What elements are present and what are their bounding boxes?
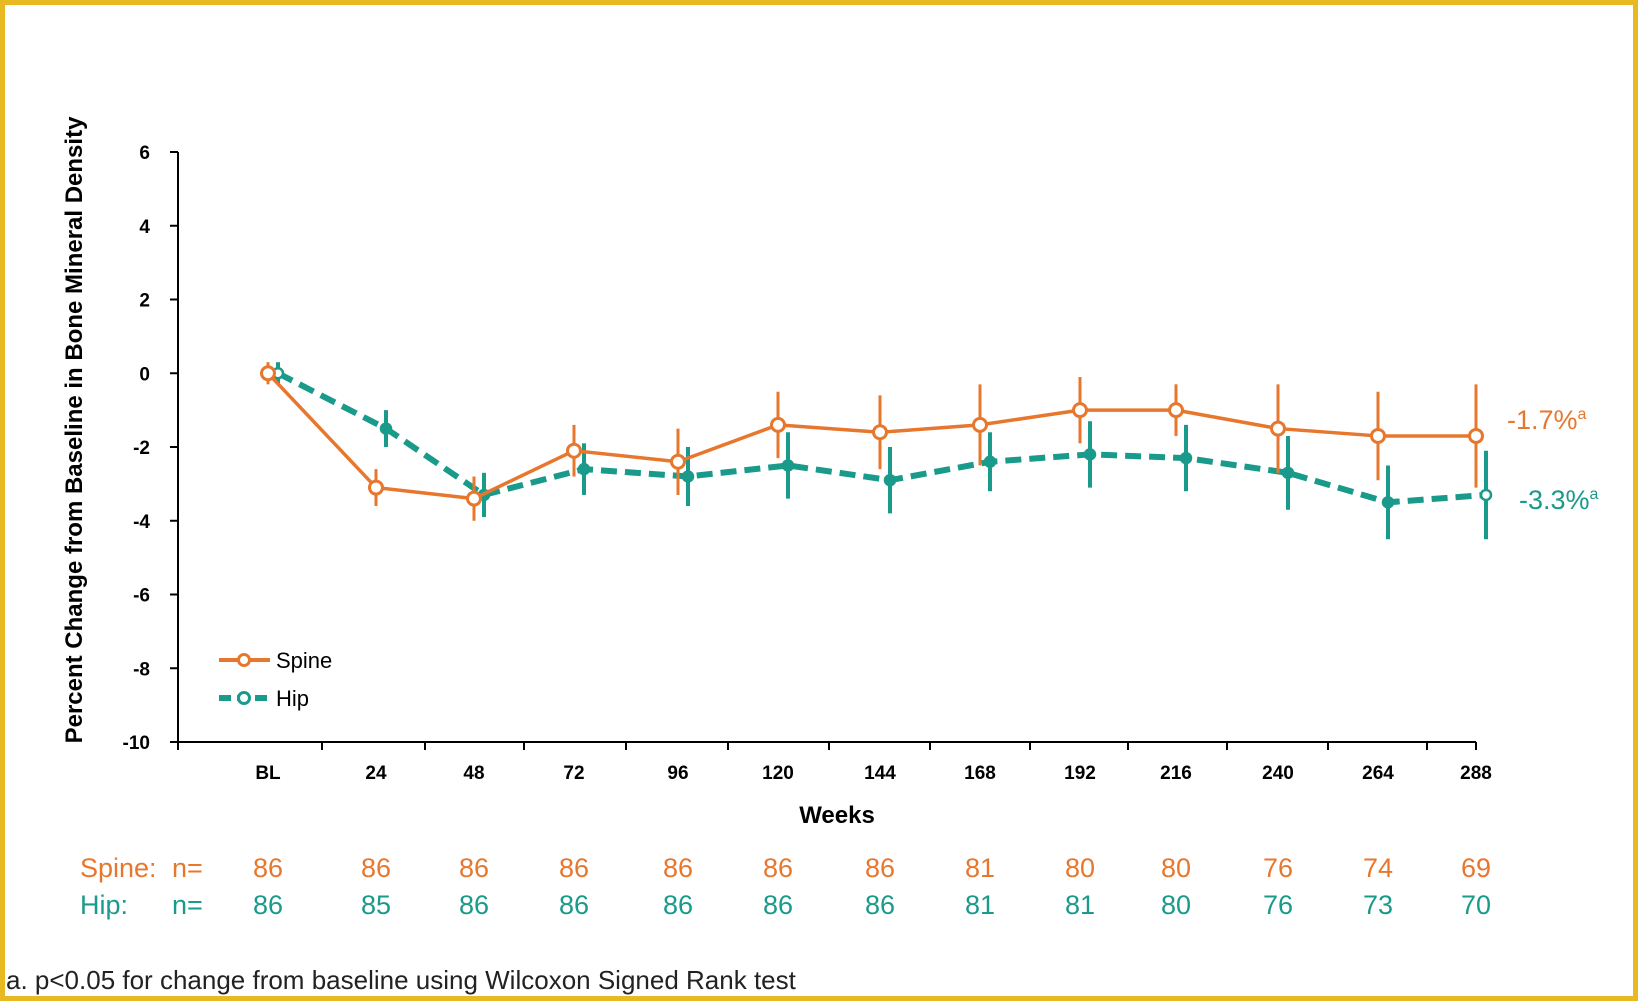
y-tick-label: 0 bbox=[139, 364, 150, 385]
data-point bbox=[1270, 420, 1286, 437]
data-point bbox=[1168, 402, 1184, 419]
data-point bbox=[1381, 496, 1395, 509]
data-point bbox=[770, 416, 786, 433]
hip-series bbox=[271, 362, 1493, 540]
hip-n-row-label: Hip: bbox=[80, 890, 128, 920]
n-value: 86 bbox=[763, 853, 793, 883]
data-point bbox=[1468, 427, 1484, 444]
n-value: 80 bbox=[1065, 853, 1095, 883]
n-value: 86 bbox=[253, 890, 283, 920]
n-value: 69 bbox=[1461, 853, 1491, 883]
n-value: 85 bbox=[361, 890, 391, 920]
x-tick-label: 120 bbox=[762, 763, 794, 784]
n-value: 86 bbox=[865, 853, 895, 883]
hip-end-label: -3.3%a bbox=[1519, 485, 1599, 515]
n-value: 80 bbox=[1161, 890, 1191, 920]
data-point bbox=[883, 473, 897, 487]
n-value: 80 bbox=[1161, 853, 1191, 883]
n-value: 81 bbox=[965, 890, 995, 920]
n-value: 86 bbox=[763, 890, 793, 920]
plot-area: 6 4 2 0 -2 -4 -6 -8 -10 BL 24 48 72 96 120 144 168 192 216… bbox=[123, 143, 1493, 784]
y-tick-label: -6 bbox=[133, 586, 150, 607]
data-point bbox=[1281, 466, 1295, 480]
data-point bbox=[670, 453, 686, 470]
x-tick-label: 168 bbox=[964, 763, 996, 784]
y-tick-label: 4 bbox=[139, 217, 150, 238]
x-tick-label: BL bbox=[255, 763, 281, 784]
x-tick-label: 96 bbox=[667, 763, 688, 784]
x-tick-label: 72 bbox=[563, 763, 584, 784]
n-value: 86 bbox=[361, 853, 391, 883]
legend: Spine Hip bbox=[219, 648, 332, 711]
n-value: 81 bbox=[965, 853, 995, 883]
legend-spine-marker bbox=[237, 653, 251, 667]
n-value: 86 bbox=[253, 853, 283, 883]
x-tick-label: 264 bbox=[1362, 763, 1394, 784]
x-tick-label: 288 bbox=[1460, 763, 1492, 784]
y-tick-label: -8 bbox=[133, 659, 150, 680]
data-point bbox=[1479, 488, 1493, 502]
sample-size-table: Spine: n= Hip: n= 86 86 86 86 86 86 86 81 80 80 76… bbox=[80, 853, 1491, 920]
y-axis-title: Percent Change from Baseline in Bone Min… bbox=[61, 116, 88, 743]
data-point bbox=[972, 416, 988, 433]
n-value: 81 bbox=[1065, 890, 1095, 920]
data-point bbox=[466, 490, 482, 507]
x-tick-label: 48 bbox=[463, 763, 484, 784]
n-value: 86 bbox=[663, 890, 693, 920]
data-point bbox=[260, 365, 276, 382]
legend-hip-label: Hip bbox=[276, 686, 309, 711]
n-value: 86 bbox=[865, 890, 895, 920]
data-point bbox=[1083, 448, 1097, 461]
legend-spine-label: Spine bbox=[276, 648, 332, 673]
hip-n-equals: n= bbox=[172, 890, 203, 920]
y-tick-label: 6 bbox=[139, 143, 150, 164]
n-value: 74 bbox=[1363, 853, 1393, 883]
n-value: 73 bbox=[1363, 890, 1393, 920]
data-point bbox=[566, 442, 582, 459]
data-point bbox=[1179, 451, 1193, 465]
x-tick-label: 144 bbox=[864, 763, 896, 784]
data-point bbox=[368, 479, 384, 496]
data-point bbox=[872, 424, 888, 441]
y-tick-label: -2 bbox=[133, 438, 150, 459]
x-tick-label: 24 bbox=[365, 763, 387, 784]
data-point bbox=[577, 462, 591, 476]
y-tick-label: -10 bbox=[123, 733, 150, 754]
spine-n-equals: n= bbox=[172, 853, 203, 883]
y-tick-label: 2 bbox=[139, 291, 150, 312]
n-value: 70 bbox=[1461, 890, 1491, 920]
n-value: 76 bbox=[1263, 853, 1293, 883]
n-value: 86 bbox=[459, 853, 489, 883]
x-tick-label: 240 bbox=[1262, 763, 1294, 784]
spine-end-label: -1.7%a bbox=[1507, 405, 1587, 435]
data-point bbox=[379, 422, 393, 435]
x-axis-title: Weeks bbox=[799, 802, 875, 829]
n-value: 86 bbox=[459, 890, 489, 920]
x-tick-label: 192 bbox=[1064, 763, 1096, 784]
n-value: 86 bbox=[559, 853, 589, 883]
n-value: 86 bbox=[559, 890, 589, 920]
y-tick-label: -4 bbox=[133, 512, 150, 533]
data-point bbox=[1072, 402, 1088, 419]
data-point bbox=[983, 455, 997, 468]
n-value: 86 bbox=[663, 853, 693, 883]
data-point bbox=[681, 470, 695, 483]
legend-hip-marker bbox=[237, 691, 251, 705]
spine-n-row-label: Spine: bbox=[80, 853, 157, 883]
n-value: 76 bbox=[1263, 890, 1293, 920]
data-point bbox=[781, 459, 795, 472]
footnote: a. p<0.05 for change from baseline using… bbox=[6, 965, 797, 995]
data-point bbox=[1370, 427, 1386, 444]
spine-series bbox=[260, 362, 1484, 521]
x-tick-label: 216 bbox=[1160, 763, 1192, 784]
